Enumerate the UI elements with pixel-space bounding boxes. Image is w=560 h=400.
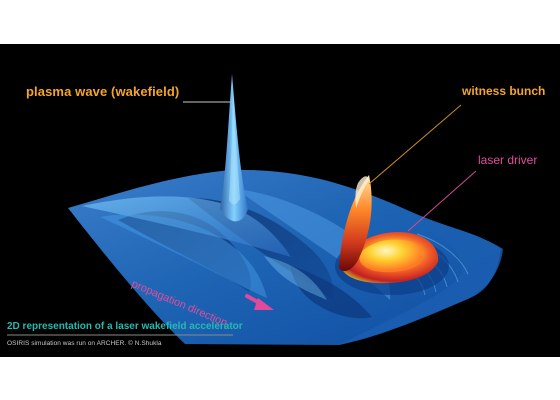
witness-bunch-label: witness bunch (462, 85, 545, 97)
image-caption: 2D representation of a laser wakefield a… (7, 322, 243, 332)
image-credit: OSIRIS simulation was run on ARCHER. © N… (7, 341, 162, 348)
plasma-wave-label: plasma wave (wakefield) (26, 85, 179, 98)
laser-driver-label: laser driver (478, 154, 537, 166)
simulation-image: plasma wave (wakefield) witness bunch la… (0, 44, 560, 357)
witness-pointer (369, 105, 461, 184)
laser-pointer (408, 171, 476, 231)
